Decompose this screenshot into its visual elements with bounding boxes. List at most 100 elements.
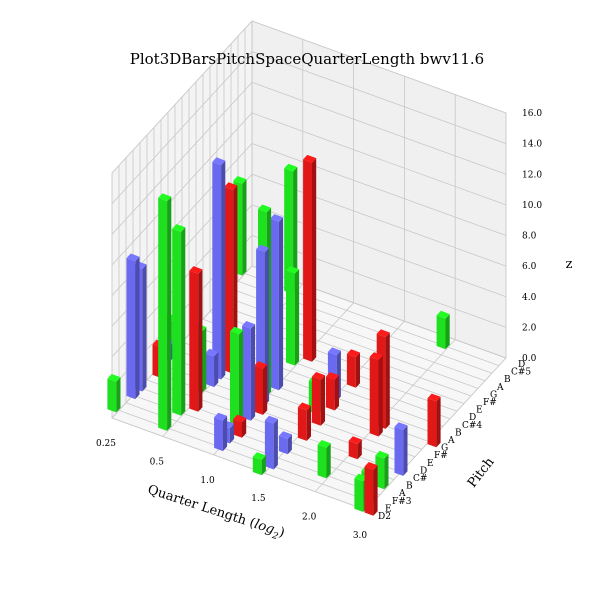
bar-front-face <box>346 353 356 388</box>
x-tick-labels: 0.25 0.5 1.0 1.5 2.0 3.0 <box>96 439 367 541</box>
z-grid-line <box>111 81 507 235</box>
bar-side-face <box>142 264 147 392</box>
bar <box>242 321 256 421</box>
bar <box>325 372 339 411</box>
bar <box>427 393 441 448</box>
bar-side-face <box>242 417 247 438</box>
bar-front-face <box>254 365 263 415</box>
bar-front-face <box>317 444 327 479</box>
bar-top-face <box>286 266 300 274</box>
bar-side-face <box>293 167 298 295</box>
z-tick-label: 2.0 <box>522 323 537 333</box>
y-axis-label: Pitch <box>465 454 498 490</box>
bar <box>364 462 378 516</box>
bar-front-face <box>348 440 358 460</box>
bar <box>311 372 325 426</box>
bar <box>172 224 186 416</box>
bar-side-face <box>357 439 362 460</box>
bar <box>286 266 300 366</box>
bar-side-face <box>273 419 278 470</box>
bar-front-face <box>158 197 168 431</box>
bar <box>264 415 278 470</box>
bar-front-face <box>264 420 274 470</box>
x-axis-label-sub: 2 <box>270 531 280 543</box>
bar-top-face <box>230 326 244 335</box>
bar-side-face <box>385 332 390 429</box>
bar-front-face <box>270 218 279 391</box>
bar <box>107 374 121 413</box>
z-tick-label: 4.0 <box>522 293 537 303</box>
z-tick-label: 16.0 <box>522 109 542 119</box>
bar-top-face <box>242 321 256 329</box>
bar <box>346 349 360 388</box>
x-tick-label: 0.5 <box>150 457 165 467</box>
z-grid-line <box>111 51 507 204</box>
x-tick-label: 1.0 <box>200 476 215 486</box>
y-tick-label: D2 <box>378 512 391 522</box>
bar-top-face <box>189 266 203 274</box>
y-tick-label: B <box>455 428 462 438</box>
bar-top-face <box>158 193 172 202</box>
y-tick-label: F# <box>434 451 448 461</box>
bar <box>394 422 408 476</box>
bar <box>252 452 266 476</box>
y-tick-label: F# <box>483 398 497 408</box>
bar-side-face <box>116 377 121 413</box>
bar-front-face <box>297 407 307 441</box>
bar-top-face <box>376 329 390 338</box>
bar <box>224 182 238 374</box>
bar <box>230 326 244 427</box>
x-tick-label: 2.0 <box>302 513 317 523</box>
bar-side-face <box>238 330 244 427</box>
bar-front-face <box>242 325 251 421</box>
bar-front-face <box>205 353 215 388</box>
bar-side-face <box>167 196 172 431</box>
bar-front-face <box>394 426 404 476</box>
bar-front-face <box>436 315 446 350</box>
bar-top-face <box>256 244 270 253</box>
bar-top-face <box>205 348 219 357</box>
bar-top-face <box>258 204 272 213</box>
bar-top-face <box>233 176 247 184</box>
bar <box>303 154 317 362</box>
bar-side-face <box>384 454 389 490</box>
bar-front-face <box>126 258 136 400</box>
bar <box>436 310 450 350</box>
z-tick-label: 8.0 <box>522 232 537 242</box>
bar-side-face <box>181 227 186 416</box>
y-tick-label: B <box>504 375 511 385</box>
bar-front-face <box>214 417 223 452</box>
y-tick-label: F#3 <box>392 497 412 507</box>
bar <box>284 163 298 295</box>
bar <box>189 266 203 412</box>
bar-top-face <box>107 374 121 382</box>
bar-top-face <box>427 393 441 402</box>
z-tick-label: 14.0 <box>522 140 542 150</box>
bar-side-face <box>229 423 235 444</box>
bar-top-face <box>252 452 266 460</box>
z-tick-label: 0.0 <box>522 354 537 364</box>
y-tick-label: G <box>490 390 497 400</box>
x-axis-label: Quarter Length (log2) <box>145 482 287 543</box>
bar-side-face <box>294 269 300 366</box>
bar-top-face <box>303 154 317 163</box>
bar-top-face <box>348 436 362 444</box>
x-tick-label: 3.0 <box>353 531 368 541</box>
bar-side-face <box>202 327 207 393</box>
y-tick-label: C#4 <box>462 421 482 431</box>
bar-top-face <box>317 440 331 448</box>
y-tick-label: A <box>447 436 455 446</box>
bar-side-face <box>222 415 228 452</box>
bar-side-face <box>355 352 360 388</box>
bar-top-face <box>270 214 284 222</box>
z-tick-label: 6.0 <box>522 262 537 272</box>
bar-front-face <box>107 378 117 413</box>
bar-front-face <box>252 456 262 476</box>
bar-top-face <box>264 415 278 424</box>
bar-front-face <box>303 159 312 362</box>
bar-top-face <box>254 361 268 369</box>
bar-side-face <box>250 324 256 421</box>
bar-top-face <box>327 347 341 356</box>
bar-top-face <box>375 450 389 459</box>
